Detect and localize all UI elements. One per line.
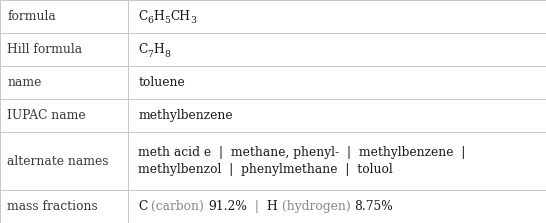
Text: 8: 8 bbox=[164, 50, 170, 58]
Text: meth acid e  |  methane, phenyl-  |  methylbenzene  |: meth acid e | methane, phenyl- | methylb… bbox=[138, 146, 466, 159]
Bar bbox=[128, 99, 546, 132]
Bar bbox=[0, 99, 128, 132]
Bar bbox=[0, 190, 128, 223]
Text: 8.75%: 8.75% bbox=[354, 200, 393, 213]
Text: 6: 6 bbox=[147, 17, 153, 25]
Text: mass fractions: mass fractions bbox=[7, 200, 98, 213]
Text: C: C bbox=[138, 10, 147, 23]
Bar bbox=[128, 33, 546, 66]
Text: IUPAC name: IUPAC name bbox=[7, 109, 86, 122]
Bar bbox=[128, 190, 546, 223]
Text: C: C bbox=[138, 200, 147, 213]
Text: methylbenzol  |  phenylmethane  |  toluol: methylbenzol | phenylmethane | toluol bbox=[138, 163, 393, 176]
Text: CH: CH bbox=[170, 10, 190, 23]
Text: 3: 3 bbox=[190, 17, 196, 25]
Text: 91.2%: 91.2% bbox=[208, 200, 247, 213]
Text: H: H bbox=[153, 43, 164, 56]
Bar bbox=[0, 33, 128, 66]
Text: toluene: toluene bbox=[138, 76, 185, 89]
Text: (hydrogen): (hydrogen) bbox=[277, 200, 354, 213]
Text: H: H bbox=[267, 200, 277, 213]
Text: name: name bbox=[7, 76, 41, 89]
Bar bbox=[0, 0, 128, 33]
Bar bbox=[0, 66, 128, 99]
Text: H: H bbox=[153, 10, 164, 23]
Text: formula: formula bbox=[7, 10, 56, 23]
Text: Hill formula: Hill formula bbox=[7, 43, 82, 56]
Bar bbox=[128, 132, 546, 190]
Bar bbox=[128, 66, 546, 99]
Text: (carbon): (carbon) bbox=[147, 200, 208, 213]
Bar bbox=[0, 132, 128, 190]
Text: |: | bbox=[247, 200, 267, 213]
Text: 5: 5 bbox=[164, 17, 170, 25]
Bar bbox=[128, 0, 546, 33]
Text: alternate names: alternate names bbox=[7, 155, 109, 167]
Text: C: C bbox=[138, 43, 147, 56]
Text: methylbenzene: methylbenzene bbox=[138, 109, 233, 122]
Text: 7: 7 bbox=[147, 50, 153, 58]
